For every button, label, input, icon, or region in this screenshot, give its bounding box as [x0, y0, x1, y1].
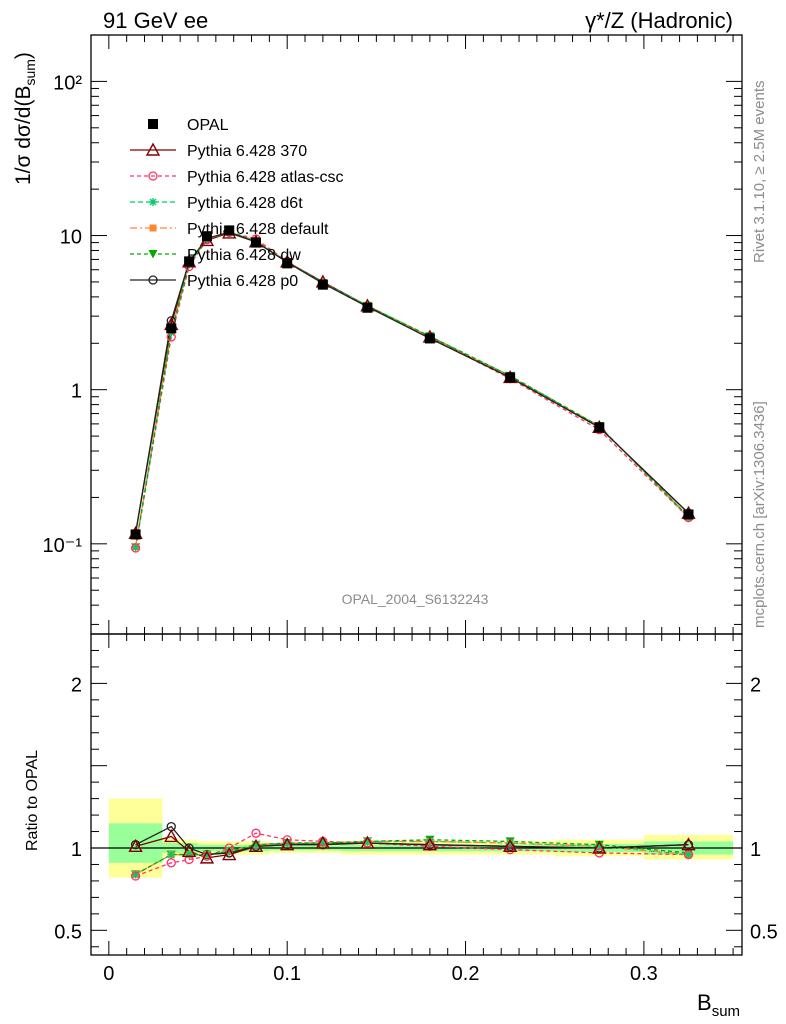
data-point-opal — [184, 256, 195, 267]
x-tick-label: 0.2 — [452, 963, 480, 985]
ratio-y-tick-label: 2 — [71, 674, 82, 696]
legend-label-pythia-6-428-dw: Pythia 6.428 dw — [187, 247, 301, 264]
legend-label-pythia-6-428-p0: Pythia 6.428 p0 — [187, 273, 298, 290]
ratio-series-layer — [91, 821, 742, 881]
ratio-point-pythia-6-428-d6t-stroke — [167, 851, 175, 859]
ratio-point-pythia-6-428-370 — [315, 835, 331, 849]
axes-frames: 0 0.1 0.2 0.3 10⁻¹ 1 10 10² 0.5 0.5 1 1 2 2 — [43, 34, 778, 985]
analysis-watermark: OPAL_2004_S6132243 — [342, 591, 489, 607]
x-axis-title: Bsum — [697, 990, 740, 1020]
y-tick-label: 10 — [60, 227, 82, 249]
legend-marker-pythia-6-428-370 — [145, 142, 161, 156]
ratio-point-pythia-6-428-atlas-csc — [282, 835, 292, 845]
data-point-opal — [362, 302, 373, 313]
ratio-y-axis-title: Ratio to OPAL — [24, 750, 41, 851]
data-point-pythia-6-428-d6t-stroke — [132, 543, 140, 551]
legend-marker-pythia-6-428-d6t — [149, 198, 157, 206]
ratio-point-pythia-6-428-atlas-csc — [505, 844, 515, 855]
ratio-y-tick-label: 1 — [71, 839, 82, 861]
ratio-y-tick-label: 0.5 — [54, 921, 82, 943]
ratio-point-pythia-6-428-370 — [128, 838, 143, 853]
data-point-opal — [424, 333, 435, 344]
ratio-plot-area — [108, 798, 734, 878]
ratio-point-pythia-6-428-370 — [422, 837, 438, 851]
main-y-axis-title: 1/σ dσ/d(Bsum) — [12, 52, 38, 185]
ratio-point-pythia-6-428-atlas-csc — [166, 858, 176, 868]
ratio-point-pythia-6-428-370 — [164, 829, 179, 843]
data-point-opal — [166, 323, 177, 334]
ratio-y-tick-label-right: 2 — [750, 674, 761, 696]
ratio-point-pythia-6-428-atlas-csc — [251, 828, 261, 838]
legend-label-opal: OPAL — [187, 117, 229, 134]
ratio-line-pythia-6-428-atlas-csc — [135, 832, 689, 877]
legend-label-pythia-6-428-d6t: Pythia 6.428 d6t — [187, 195, 303, 212]
data-point-opal — [505, 372, 516, 383]
y-tick-label: 10⁻¹ — [43, 535, 83, 557]
ratio-point-pythia-6-428-370 — [181, 843, 197, 857]
legend-marker-pythia-6-428-default — [149, 224, 157, 232]
ratio-point-pythia-6-428-370 — [360, 835, 375, 849]
ratio-point-pythia-6-428-370 — [199, 850, 215, 864]
data-point-opal — [317, 279, 328, 290]
ratio-point-pythia-6-428-370 — [280, 837, 295, 851]
data-point-pythia-6-428-atlas-csc — [130, 543, 141, 553]
data-point-opal — [130, 529, 141, 540]
ratio-point-pythia-6-428-d6t — [684, 850, 693, 859]
header-left: 91 GeV ee — [103, 8, 208, 33]
data-point-opal — [224, 225, 235, 236]
legend: OPAL Pythia 6.428 370 Pythia 6.428 atlas-c… — [130, 117, 344, 290]
x-tick-label: 0 — [103, 963, 114, 985]
legend-marker-opal — [148, 119, 158, 129]
ratio-point-pythia-6-428-d6t — [167, 850, 176, 859]
ratio-y-tick-label-right: 0.5 — [750, 921, 778, 943]
legend-marker-pythia-6-428-d6t-stroke — [149, 198, 157, 206]
y-tick-label: 10² — [53, 72, 82, 94]
ratio-band-green — [108, 823, 163, 863]
data-point-opal — [201, 231, 212, 242]
legend-marker-pythia-6-428-dw — [148, 250, 158, 259]
legend-label-pythia-6-428-370: Pythia 6.428 370 — [187, 143, 307, 160]
ratio-point-pythia-6-428-370 — [592, 840, 607, 854]
ratio-point-pythia-6-428-370 — [248, 838, 264, 853]
legend-marker-pythia-6-428-atlas-csc — [148, 171, 158, 181]
ratio-frame — [90, 633, 743, 956]
data-point-opal — [250, 237, 261, 248]
data-point-opal — [282, 258, 293, 269]
ratio-point-pythia-6-428-370 — [681, 837, 696, 851]
ratio-point-pythia-6-428-d6t-stroke — [684, 851, 692, 859]
ratio-y-tick-label-right: 1 — [750, 839, 761, 861]
ratio-point-pythia-6-428-atlas-csc — [184, 854, 194, 865]
ratio-point-pythia-6-428-atlas-csc — [224, 843, 234, 853]
x-tick-label: 0.3 — [630, 963, 658, 985]
mcplots-label: mcplots.cern.ch [arXiv:1306.3436] — [751, 401, 768, 628]
rivet-version-label: Rivet 3.1.10, ≥ 2.5M events — [751, 81, 768, 264]
y-tick-label: 1 — [71, 381, 82, 403]
data-point-opal — [683, 509, 694, 520]
legend-label-pythia-6-428-atlas-csc: Pythia 6.428 atlas-csc — [187, 169, 344, 186]
legend-marker-pythia-6-428-p0 — [148, 275, 158, 285]
ratio-point-pythia-6-428-370 — [222, 847, 237, 861]
legend-label-pythia-6-428-default: Pythia 6.428 default — [187, 221, 329, 238]
x-tick-label: 0.1 — [273, 963, 301, 985]
data-point-opal — [594, 422, 605, 433]
ratio-point-pythia-6-428-370 — [502, 838, 518, 853]
ratio-point-pythia-6-428-atlas-csc — [130, 871, 141, 881]
ratio-point-pythia-6-428-atlas-csc — [683, 849, 694, 860]
main-series-layer — [128, 225, 696, 553]
header-right: γ*/Z (Hadronic) — [585, 8, 733, 33]
